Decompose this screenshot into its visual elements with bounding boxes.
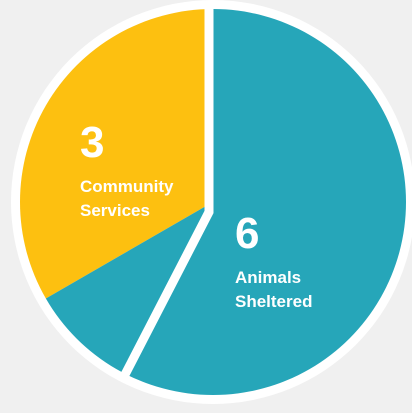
slice-label-community-services-line-1: Community	[80, 177, 174, 196]
slice-label-animals-sheltered-line-2: Sheltered	[235, 292, 312, 311]
slice-value-animals-sheltered: 6	[235, 209, 259, 258]
pie-separator	[120, 7, 214, 378]
slice-value-community-services: 3	[80, 118, 104, 167]
slice-label-animals-sheltered-line-1: Animals	[235, 268, 301, 287]
pie-slice-animals-sheltered	[45, 9, 407, 395]
slice-label-community-services-line-2: Services	[80, 201, 150, 220]
pie-slice-community-services	[20, 9, 214, 299]
